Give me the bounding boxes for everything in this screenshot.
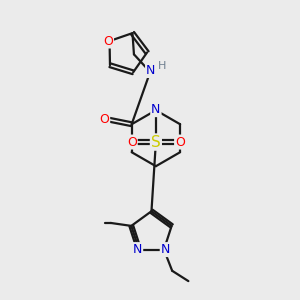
Text: N: N	[146, 64, 155, 77]
Text: S: S	[151, 134, 161, 149]
Text: O: O	[99, 113, 109, 126]
Text: O: O	[127, 136, 137, 148]
Text: N: N	[151, 103, 160, 116]
Text: O: O	[103, 34, 113, 47]
Text: N: N	[161, 243, 170, 256]
Text: H: H	[158, 61, 167, 71]
Text: N: N	[133, 243, 142, 256]
Text: O: O	[175, 136, 185, 148]
